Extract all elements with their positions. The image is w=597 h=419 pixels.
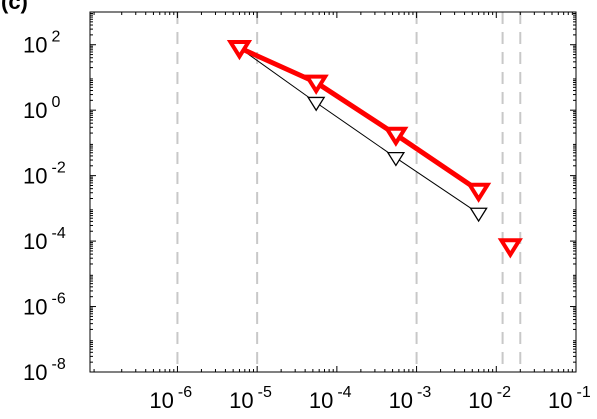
y-tick-label: 10 -6 bbox=[23, 291, 66, 320]
minor-ticks bbox=[89, 12, 576, 372]
x-tick-label: 10 -3 bbox=[389, 384, 432, 413]
x-tick-label: 10 -4 bbox=[309, 384, 352, 413]
dashed-reference-lines bbox=[176, 12, 522, 372]
series-line bbox=[239, 47, 479, 214]
panel-label: (c) bbox=[1, 0, 28, 14]
y-tick-label: 10 2 bbox=[23, 29, 60, 58]
x-tick-label: 10 -2 bbox=[468, 384, 511, 413]
x-tick-label: 10 -6 bbox=[149, 384, 192, 413]
x-tick-labels: 10 -6 10 -5 10 -4 10 -3 10 -2 10 -1 bbox=[149, 384, 590, 413]
data-point bbox=[497, 238, 523, 259]
major-ticks bbox=[90, 12, 577, 373]
data-point bbox=[469, 207, 488, 223]
series-layer bbox=[226, 40, 523, 259]
x-tick-label: 10 -1 bbox=[548, 384, 591, 413]
data-point bbox=[383, 126, 409, 147]
y-tick-label: 10 0 bbox=[23, 94, 60, 123]
y-tick-label: 10 -2 bbox=[23, 160, 66, 189]
y-tick-label: 10 -4 bbox=[23, 225, 66, 254]
data-point bbox=[303, 74, 329, 95]
data-point bbox=[386, 151, 406, 167]
x-tick-label: 10 -5 bbox=[229, 384, 272, 413]
data-point bbox=[465, 182, 492, 203]
y-tick-label: 10 -8 bbox=[23, 356, 66, 385]
series-line bbox=[238, 45, 481, 193]
data-point bbox=[226, 40, 253, 61]
data-point bbox=[306, 96, 326, 112]
